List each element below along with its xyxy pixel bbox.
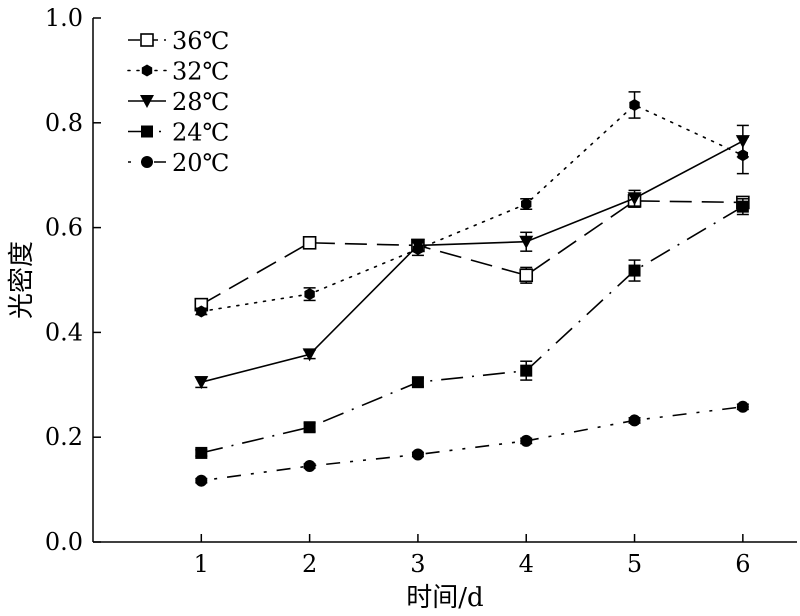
series-line bbox=[201, 140, 744, 383]
marker-filled-hexagon bbox=[521, 198, 532, 211]
y-tick-label: 1.0 bbox=[45, 4, 83, 32]
legend-item-0: 36℃ bbox=[128, 27, 229, 55]
series-layer bbox=[194, 91, 750, 487]
legend: 36℃ 32℃28℃ 24℃20℃ bbox=[127, 27, 229, 177]
x-tick-label: 2 bbox=[302, 550, 317, 578]
marker-filled-triangle-down bbox=[410, 239, 425, 253]
marker-filled-square bbox=[411, 376, 424, 389]
x-axis-title: 时间/d bbox=[406, 583, 483, 613]
series-line bbox=[200, 200, 743, 306]
legend-label: 20℃ bbox=[172, 149, 229, 177]
marker-filled-triangle-down bbox=[519, 235, 534, 249]
marker-filled-hexagon bbox=[196, 305, 207, 318]
marker-filled-square bbox=[195, 446, 208, 459]
series-2 bbox=[194, 124, 750, 390]
y-axis-title: 光密度 bbox=[7, 241, 37, 319]
marker-filled-hexagon bbox=[141, 64, 153, 77]
marker-open-square bbox=[140, 33, 154, 47]
legend-label: 32℃ bbox=[172, 58, 229, 86]
y-tick-label: 0.6 bbox=[45, 214, 83, 242]
legend-label: 36℃ bbox=[172, 27, 229, 55]
series-3 bbox=[195, 198, 749, 459]
marker-filled-square bbox=[303, 421, 316, 434]
x-tick-label: 5 bbox=[627, 550, 642, 578]
y-tick-label: 0.2 bbox=[45, 423, 83, 451]
series-4 bbox=[195, 400, 749, 487]
marker-filled-triangle-down bbox=[194, 376, 209, 390]
legend-label: 28℃ bbox=[172, 88, 229, 116]
series-1 bbox=[195, 91, 749, 318]
marker-open-square bbox=[302, 235, 317, 250]
marker-filled-square bbox=[736, 200, 749, 213]
x-tick-label: 1 bbox=[194, 550, 209, 578]
marker-filled-circle bbox=[411, 448, 424, 461]
marker-filled-square bbox=[141, 125, 153, 138]
series-line bbox=[200, 104, 744, 313]
marker-filled-circle bbox=[628, 414, 641, 427]
marker-filled-square bbox=[520, 364, 533, 377]
legend-item-4: 20℃ bbox=[128, 149, 229, 177]
marker-filled-circle bbox=[303, 460, 316, 473]
axes: 0.0 0.2 0.4 0.6 0.8 1.0 1 2 3 4 5 6 bbox=[45, 4, 797, 578]
marker-filled-triangle-down bbox=[735, 135, 750, 149]
y-tick-label: 0.8 bbox=[45, 109, 83, 137]
x-tick-label: 6 bbox=[735, 550, 750, 578]
x-tick-label: 4 bbox=[519, 550, 534, 578]
legend-label: 24℃ bbox=[172, 119, 229, 147]
legend-item-1: 32℃ bbox=[127, 58, 229, 86]
marker-filled-hexagon bbox=[304, 288, 315, 301]
marker-filled-circle bbox=[195, 474, 208, 487]
marker-filled-circle bbox=[736, 400, 749, 413]
marker-filled-circle bbox=[141, 156, 153, 168]
y-tick-label: 0.0 bbox=[45, 528, 83, 556]
marker-filled-triangle-down bbox=[140, 95, 154, 108]
marker-filled-square bbox=[628, 264, 641, 277]
legend-item-2: 28℃ bbox=[128, 88, 229, 116]
marker-filled-hexagon bbox=[629, 98, 640, 111]
legend-item-3: 24℃ bbox=[128, 119, 229, 147]
marker-open-square bbox=[519, 268, 534, 283]
marker-filled-triangle-down bbox=[627, 192, 642, 206]
series-line bbox=[201, 406, 743, 482]
x-tick-label: 3 bbox=[410, 550, 425, 578]
marker-filled-circle bbox=[520, 434, 533, 447]
marker-filled-triangle-down bbox=[302, 348, 317, 362]
series-line bbox=[201, 205, 744, 454]
y-tick-label: 0.4 bbox=[45, 318, 83, 346]
